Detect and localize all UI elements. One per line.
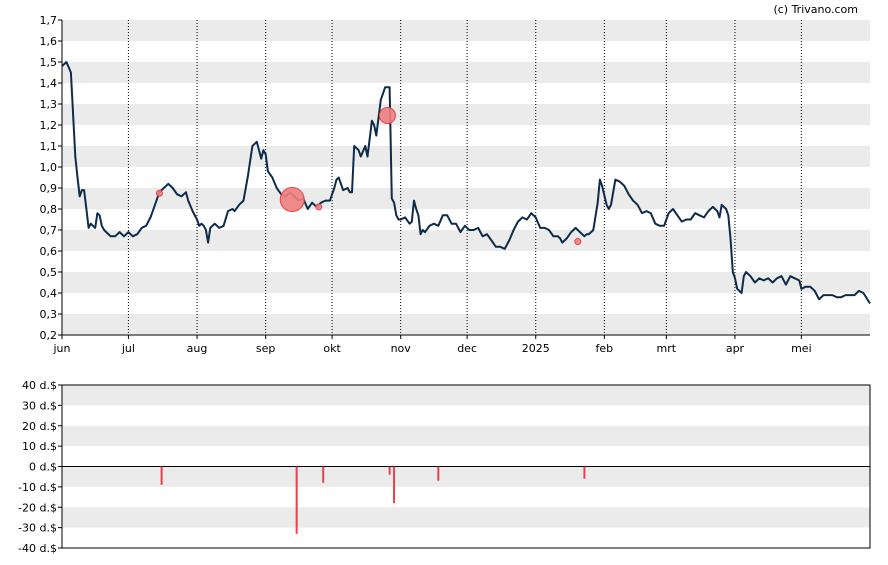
y-tick-label: 1,0 [40,161,58,174]
y-tick-label: -30 d.$ [18,522,57,535]
y-tick-label: 0,9 [40,182,58,195]
grid-band [62,188,870,209]
y-tick-label: 30 d.$ [22,399,57,412]
x-tick-label: aug [187,342,208,355]
price-panel: jun jul aug sep okt nov dec 2025 feb mrt apr mei 0,2… [40,14,871,355]
y-tick-label: 0,6 [40,245,58,258]
credit-text: (c) Trivano.com [773,3,858,16]
grid-band [62,272,870,293]
y-tick-label: 1,2 [40,119,58,132]
grid-band [62,146,870,167]
grid-band [62,425,870,447]
transaction-marker [155,189,163,197]
x-tick-label: feb [596,342,614,355]
transaction-marker [279,187,305,213]
y-tick-label: 1,3 [40,98,58,111]
transaction-marker [574,238,582,246]
y-tick-label: -10 d.$ [18,481,57,494]
volume-panel: -40 d.$ -30 d.$ -20 d.$ -10 d.$ 0 d.$ 10 d.$ 2… [18,379,871,555]
grid-band [62,104,870,125]
x-tick-label: jun [53,342,71,355]
y-tick-label: 0,8 [40,203,58,216]
grid-band [62,62,870,83]
x-tick-label: okt [323,342,341,355]
y-tick-label: -40 d.$ [18,542,57,555]
transaction-marker [378,107,396,125]
x-tick-label: jul [121,342,135,355]
y-tick-label: 0,4 [40,287,58,300]
grid-band [62,230,870,251]
x-tick-label: mrt [657,342,677,355]
y-tick-label: -20 d.$ [18,501,57,514]
x-tick-label: apr [726,342,745,355]
y-tick-label: 1,7 [40,14,58,27]
grid-band [62,385,870,406]
y-tick-label: 1,5 [40,56,58,69]
y-tick-label: 10 d.$ [22,440,57,453]
x-tick-label: sep [256,342,275,355]
y-tick-label: 1,4 [40,77,58,90]
y-tick-label: 1,1 [40,140,58,153]
grid-band [62,507,870,528]
y-tick-label: 40 d.$ [22,379,57,392]
grid-band [62,466,870,487]
x-tick-label: 2025 [522,342,550,355]
y-tick-label: 20 d.$ [22,420,57,433]
grid-band [62,20,870,41]
grid-band [62,314,870,335]
x-tick-label: mei [791,342,812,355]
price-line [61,61,871,305]
y-tick-label: 0,3 [40,308,58,321]
y-tick-label: 0 d.$ [29,461,57,474]
y-tick-label: 1,6 [40,35,58,48]
y-tick-label: 0,2 [40,329,58,342]
transaction-marker [315,203,323,211]
y-tick-label: 0,7 [40,224,58,237]
x-tick-label: dec [457,342,477,355]
y-tick-label: 0,5 [40,266,58,279]
x-tick-label: nov [391,342,412,355]
